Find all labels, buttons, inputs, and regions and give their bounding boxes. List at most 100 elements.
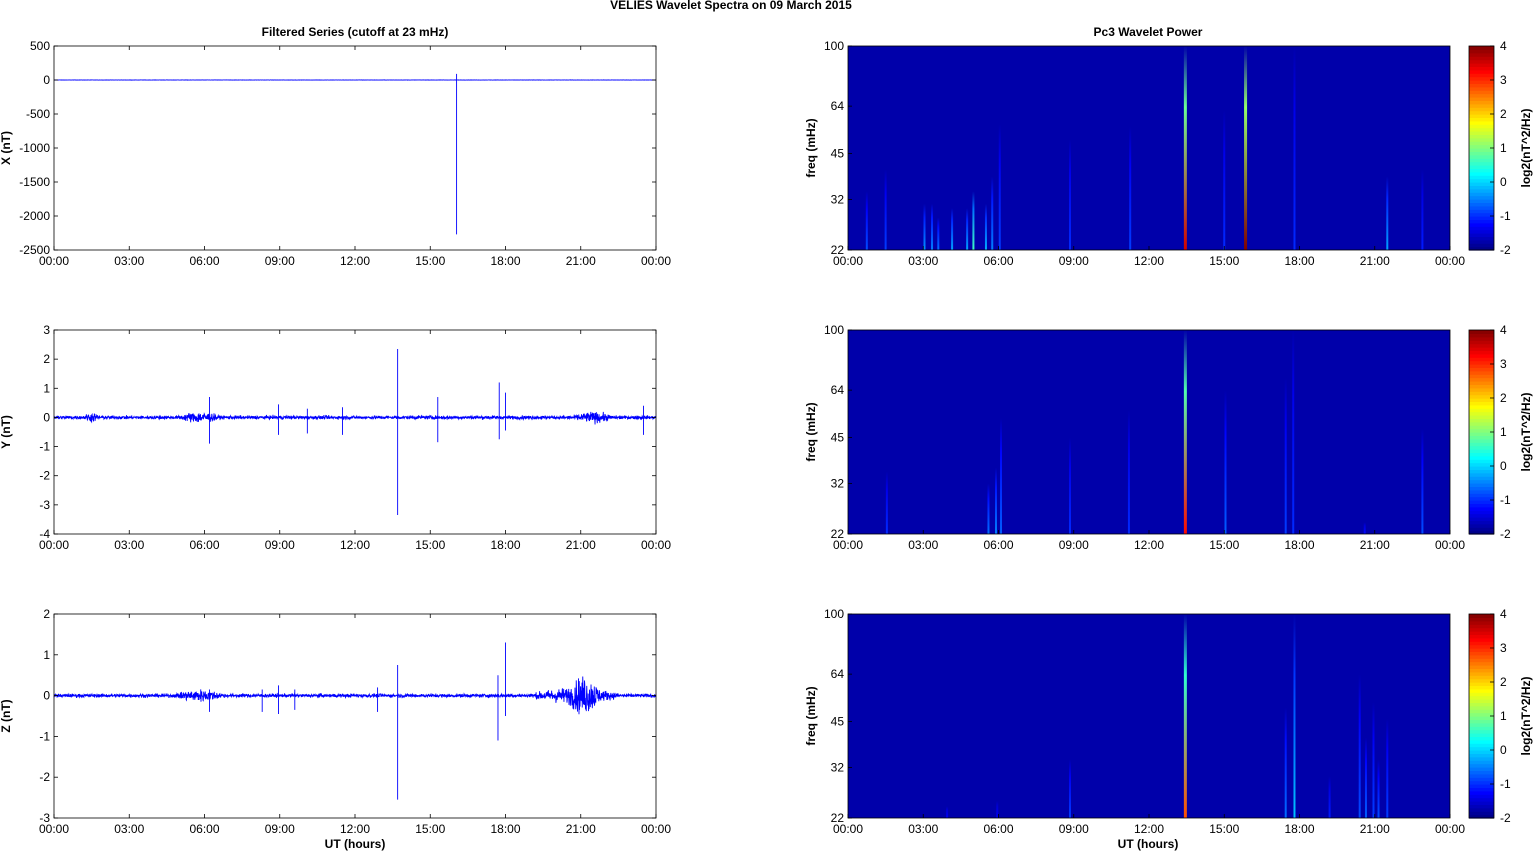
colorbar-segment [1469,364,1494,368]
colorbar-segment [1469,425,1494,430]
colorbar-tick-label: -2 [1500,527,1511,541]
colorbar-segment [1469,411,1494,416]
y-tick-label: 100 [824,323,844,337]
colorbar-segment [1469,330,1494,334]
colorbar-segment [1469,500,1494,504]
x-tick-label: 15:00 [415,822,445,836]
colorbar-segment [1469,86,1494,91]
y-tick-label: -3 [39,811,50,825]
colorbar-segment [1469,432,1494,436]
left-x-axis-label: UT (hours) [325,837,386,851]
line-panel-y: 00:00 03:00 06:00 09:00 12:00 15:00 18:00 21:00… [0,323,671,552]
colorbar-segment [1469,80,1494,84]
x-tick-label: 00:00 [641,538,671,552]
colorbar-segment [1469,384,1494,389]
line-panel-z: 00:00 03:00 06:00 09:00 12:00 15:00 18:00 21:00… [0,607,671,836]
colorbar-segment [1469,637,1494,642]
x-tick-label: 21:00 [1360,822,1390,836]
colorbar-segment [1469,73,1494,78]
colorbar-segment [1469,246,1494,251]
colorbar-segment [1469,381,1494,385]
colorbar-segment [1469,763,1494,768]
x-tick-label: 03:00 [114,538,144,552]
wavelet-streak-11 [1068,139,1071,250]
colorbar-segment [1469,124,1494,129]
wavelet-streak-8 [1364,737,1367,818]
right-x-axis-label: UT (hours) [1118,837,1179,851]
colorbar-segment [1469,702,1494,707]
wavelet-streak-14 [1223,110,1226,251]
plot-area [54,46,656,250]
colorbar-segment [1469,719,1494,724]
colorbar-segment [1469,353,1494,358]
x-tick-label: 00:00 [39,254,69,268]
y-tick-label: 3 [43,323,50,337]
y-tick-label: 0 [43,73,50,87]
wavelet-streak-12 [1129,126,1132,250]
colorbar-tick-label: 3 [1500,73,1507,87]
colorbar-segment [1469,695,1494,700]
x-tick-label: 21:00 [566,538,596,552]
wavelet-streak-8 [1284,378,1287,534]
colorbar-segment [1469,729,1494,734]
colorbar-segment [1469,103,1494,108]
x-tick-label: 06:00 [189,822,219,836]
colorbar-segment [1469,408,1494,413]
x-tick-label: 09:00 [265,538,295,552]
colorbar-segment [1469,736,1494,741]
colorbar-segment [1469,387,1494,392]
x-tick-label: 12:00 [1134,822,1164,836]
colorbar-segment [1469,527,1494,532]
colorbar-segment [1469,620,1494,625]
colorbar-segment [1469,435,1494,440]
colorbar-label: log2(nT^2/Hz) [1519,676,1533,755]
x-tick-label: 18:00 [1284,538,1314,552]
x-tick-label: 06:00 [189,538,219,552]
colorbar-segment [1469,438,1494,443]
x-tick-label: 03:00 [908,254,938,268]
colorbar-tick-label: 0 [1500,459,1507,473]
heatmap-background [848,330,1450,534]
colorbar-segment [1469,631,1494,635]
wavelet-streak-9 [991,176,994,250]
colorbar-segment [1469,688,1494,693]
colorbar-segment [1469,120,1494,125]
colorbar-segment [1469,202,1494,207]
y-tick-label: 500 [30,39,50,53]
y-tick-label: 100 [824,607,844,621]
colorbar-segment [1469,739,1494,744]
colorbar-segment [1469,746,1494,751]
colorbar-segment [1469,469,1494,474]
colorbar-segment [1469,466,1494,470]
wavelet-panel-0: 00:00 03:00 06:00 09:00 12:00 15:00 18:00 21:00… [804,39,1533,268]
colorbar-segment [1469,131,1494,135]
colorbar-tick-label: 2 [1500,391,1507,405]
wavelet-streak-10 [1377,759,1380,818]
wavelet-streak-8 [984,203,987,250]
colorbar-segment [1469,760,1494,765]
colorbar-segment [1469,614,1494,618]
colorbar-segment [1469,182,1494,186]
x-tick-label: 03:00 [908,538,938,552]
wavelet-streak-6 [1183,330,1187,534]
y-tick-label: 0 [43,689,50,703]
colorbar-segment [1469,678,1494,683]
x-tick-label: 06:00 [189,254,219,268]
y-tick-label: 1 [43,381,50,395]
wavelet-streak-7 [1224,390,1227,534]
colorbar-segment [1469,493,1494,498]
colorbar-segment [1469,455,1494,460]
x-tick-label: 00:00 [833,822,863,836]
y-tick-label: 45 [831,147,845,161]
colorbar-segment [1469,520,1494,525]
colorbar-segment [1469,236,1494,241]
x-tick-label: 09:00 [1059,538,1089,552]
colorbar-segment [1469,222,1494,227]
y-tick-label: 64 [831,99,845,113]
wavelet-streak-6 [966,208,969,250]
wavelet-streak-0 [865,191,868,250]
colorbar-segment [1469,449,1494,453]
colorbar-segment [1469,415,1494,419]
x-tick-label: 12:00 [340,254,370,268]
colorbar-tick-label: 4 [1500,607,1507,621]
